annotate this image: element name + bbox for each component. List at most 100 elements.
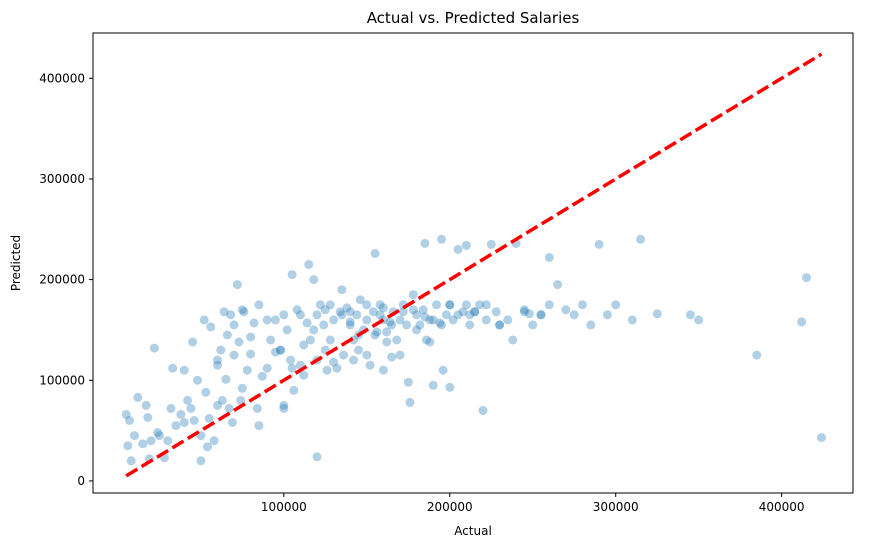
scatter-point bbox=[465, 310, 474, 319]
x-tick-label: 300000 bbox=[593, 500, 639, 514]
scatter-point bbox=[263, 315, 272, 324]
scatter-point bbox=[147, 436, 156, 445]
scatter-point bbox=[309, 325, 318, 334]
scatter-point bbox=[228, 418, 237, 427]
scatter-point bbox=[193, 376, 202, 385]
scatter-point bbox=[445, 300, 454, 309]
scatter-point bbox=[246, 350, 255, 359]
scatter-point bbox=[545, 300, 554, 309]
y-tick-label: 300000 bbox=[39, 172, 85, 186]
scatter-point bbox=[163, 436, 172, 445]
scatter-point bbox=[279, 310, 288, 319]
scatter-point bbox=[595, 240, 604, 249]
scatter-point bbox=[817, 433, 826, 442]
scatter-point bbox=[155, 431, 164, 440]
scatter-point bbox=[611, 300, 620, 309]
scatter-point bbox=[221, 375, 230, 384]
scatter-point bbox=[130, 431, 139, 440]
scatter-point bbox=[303, 318, 312, 327]
scatter-point bbox=[382, 327, 391, 336]
scatter-point bbox=[172, 421, 181, 430]
scatter-point bbox=[196, 456, 205, 465]
scatter-point bbox=[313, 452, 322, 461]
scatter-point bbox=[190, 416, 199, 425]
scatter-point bbox=[495, 320, 504, 329]
scatter-point bbox=[180, 418, 189, 427]
scatter-point bbox=[230, 351, 239, 360]
scatter-point bbox=[366, 361, 375, 370]
scatter-point bbox=[570, 310, 579, 319]
x-axis: 100000 200000 300000 400000 bbox=[261, 493, 805, 514]
y-tick-label: 400000 bbox=[39, 71, 85, 85]
scatter-point bbox=[420, 312, 429, 321]
scatter-point bbox=[223, 331, 232, 340]
scatter-point bbox=[233, 280, 242, 289]
x-axis-label: Actual bbox=[454, 524, 492, 538]
scatter-point bbox=[437, 235, 446, 244]
scatter-point bbox=[409, 290, 418, 299]
scatter-point bbox=[337, 285, 346, 294]
scatter-point bbox=[429, 315, 438, 324]
scatter-point bbox=[371, 331, 380, 340]
scatter-point bbox=[392, 336, 401, 345]
scatter-point bbox=[176, 410, 185, 419]
scatter-point bbox=[238, 384, 247, 393]
scatter-point bbox=[429, 381, 438, 390]
scatter-point bbox=[354, 346, 363, 355]
scatter-point bbox=[545, 253, 554, 262]
plot-area bbox=[93, 33, 853, 493]
scatter-point bbox=[133, 393, 142, 402]
scatter-point bbox=[337, 310, 346, 319]
y-axis-label: Predicted bbox=[9, 235, 23, 291]
scatter-point bbox=[462, 300, 471, 309]
scatter-point bbox=[396, 351, 405, 360]
scatter-point bbox=[694, 315, 703, 324]
scatter-point bbox=[127, 456, 136, 465]
reference-line bbox=[126, 54, 821, 476]
scatter-point bbox=[254, 421, 263, 430]
scatter-point bbox=[306, 336, 315, 345]
scatter-point bbox=[313, 310, 322, 319]
scatter-point bbox=[482, 315, 491, 324]
scatter-point bbox=[492, 307, 501, 316]
scatter-point bbox=[263, 364, 272, 373]
scatter-point bbox=[183, 396, 192, 405]
scatter-point bbox=[603, 310, 612, 319]
scatter-point bbox=[802, 273, 811, 282]
scatter-point bbox=[379, 366, 388, 375]
scatter-point bbox=[578, 300, 587, 309]
scatter-point bbox=[561, 305, 570, 314]
scatter-point bbox=[319, 320, 328, 329]
scatter-point bbox=[206, 322, 215, 331]
scatter-point bbox=[230, 320, 239, 329]
scatter-point bbox=[537, 310, 546, 319]
plot-frame bbox=[93, 33, 853, 493]
scatter-point bbox=[437, 320, 446, 329]
scatter-point bbox=[138, 439, 147, 448]
scatter-point bbox=[283, 325, 292, 334]
scatter-point bbox=[553, 280, 562, 289]
scatter-point bbox=[188, 338, 197, 347]
scatter-point bbox=[479, 406, 488, 415]
scatter-point bbox=[200, 315, 209, 324]
scatter-point bbox=[167, 404, 176, 413]
scatter-point bbox=[752, 351, 761, 360]
scatter-point bbox=[362, 351, 371, 360]
scatter-point bbox=[326, 300, 335, 309]
scatter-point bbox=[123, 441, 132, 450]
scatter-point bbox=[797, 317, 806, 326]
scatter-point bbox=[653, 309, 662, 318]
scatter-point bbox=[254, 300, 263, 309]
scatter-point bbox=[362, 315, 371, 324]
scatter-point bbox=[482, 300, 491, 309]
scatter-point bbox=[271, 315, 280, 324]
x-tick-label: 100000 bbox=[261, 500, 307, 514]
scatter-point bbox=[628, 315, 637, 324]
scatter-point bbox=[454, 245, 463, 254]
scatter-point bbox=[525, 309, 534, 318]
scatter-point bbox=[329, 358, 338, 367]
scatter-point bbox=[586, 320, 595, 329]
scatter-point bbox=[382, 338, 391, 347]
scatter-point bbox=[487, 240, 496, 249]
